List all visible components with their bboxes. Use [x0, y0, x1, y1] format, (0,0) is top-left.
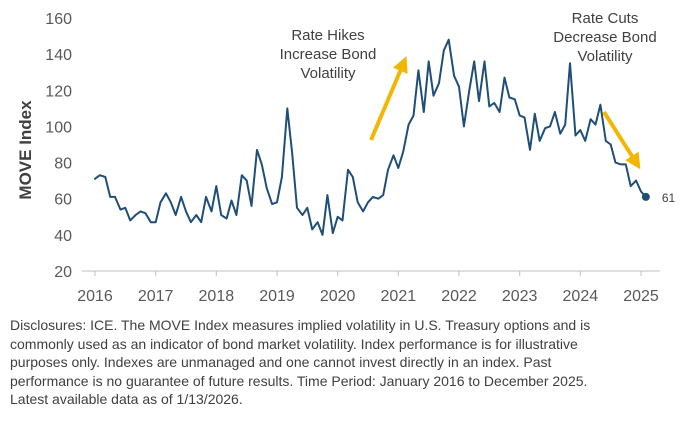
x-tick-label: 2022 — [441, 288, 477, 305]
x-tick-label: 2025 — [623, 288, 659, 305]
annotation-text: Rate Cuts — [572, 10, 639, 27]
x-axis: 2016 2017 2018 2019 2020 2021 2022 2023 2024 2025 — [77, 270, 660, 305]
move-index-chart: 20 40 60 80 100 120 140 160 2016 2017 2018 2019 202… — [16, 10, 676, 305]
disclosure-text: Disclosures: ICE. The MOVE Index measure… — [10, 316, 694, 409]
disclosure-line: Disclosures: ICE. The MOVE Index measure… — [10, 317, 591, 333]
x-tick-label: 2020 — [320, 288, 356, 305]
x-tick-label: 2021 — [381, 288, 417, 305]
y-tick-label: 160 — [45, 11, 72, 28]
series-layer: 61 — [94, 38, 676, 236]
disclosure-line: performance is no guarantee of future re… — [10, 372, 588, 389]
annotation-text: Volatility — [577, 48, 633, 65]
annotation-text: Rate Hikes — [291, 27, 364, 44]
x-tick-label: 2018 — [199, 288, 235, 305]
x-tick-label: 2024 — [563, 288, 599, 305]
disclosure-line: purposes only. Indexes are unmanaged and… — [10, 354, 552, 370]
y-tick-label: 120 — [45, 83, 72, 100]
last-value-marker — [641, 192, 650, 201]
x-tick-label: 2023 — [502, 288, 538, 305]
last-value-label: 61 — [662, 191, 676, 205]
chart-area: 20 40 60 80 100 120 140 160 2016 2017 2018 2019 202… — [16, 10, 676, 305]
y-tick-label: 20 — [54, 264, 72, 281]
annotation-text: Volatility — [300, 65, 356, 82]
annotations: Rate Hikes Increase Bond Volatility Rate Cu… — [280, 10, 657, 170]
y-tick-label: 60 — [54, 192, 72, 209]
annotation-arrow — [369, 56, 408, 141]
y-axis: 20 40 60 80 100 120 140 160 — [45, 11, 72, 281]
y-axis-title: MOVE Index — [16, 100, 35, 200]
series-line — [94, 38, 647, 236]
y-tick-label: 140 — [45, 47, 72, 64]
x-tick-label: 2016 — [77, 288, 113, 305]
disclosure-line: Latest available data as of 1/13/2026. — [10, 391, 243, 407]
y-tick-label: 100 — [45, 119, 72, 136]
annotation-arrow — [602, 110, 641, 170]
y-tick-label: 80 — [54, 156, 72, 173]
disclosure-line: commonly used as an indicator of bond ma… — [10, 335, 578, 352]
x-tick-label: 2019 — [259, 288, 295, 305]
y-tick-label: 40 — [54, 228, 72, 245]
x-tick-label: 2017 — [138, 288, 174, 305]
annotation-text: Decrease Bond — [553, 29, 656, 46]
annotation-text: Increase Bond — [280, 46, 377, 63]
